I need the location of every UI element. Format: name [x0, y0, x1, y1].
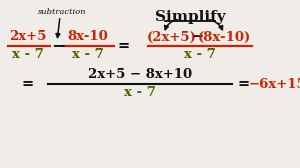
- Text: −6x+15: −6x+15: [249, 77, 300, 91]
- Text: x - 7: x - 7: [124, 87, 156, 99]
- Text: −: −: [51, 37, 65, 54]
- Text: x - 7: x - 7: [184, 49, 216, 61]
- Text: (2x+5): (2x+5): [147, 31, 197, 44]
- Text: 8x-10: 8x-10: [68, 31, 108, 44]
- Text: Simplify: Simplify: [155, 10, 225, 24]
- Text: 2x+5 − 8x+10: 2x+5 − 8x+10: [88, 69, 192, 81]
- Text: 2x+5: 2x+5: [9, 31, 47, 44]
- Text: (8x-10): (8x-10): [197, 31, 250, 44]
- Text: =: =: [118, 39, 130, 53]
- Text: =: =: [22, 77, 34, 91]
- Text: subtraction: subtraction: [38, 8, 86, 16]
- Text: x - 7: x - 7: [72, 49, 104, 61]
- Text: x - 7: x - 7: [12, 49, 44, 61]
- Text: =: =: [238, 77, 250, 91]
- Text: −: −: [192, 30, 204, 44]
